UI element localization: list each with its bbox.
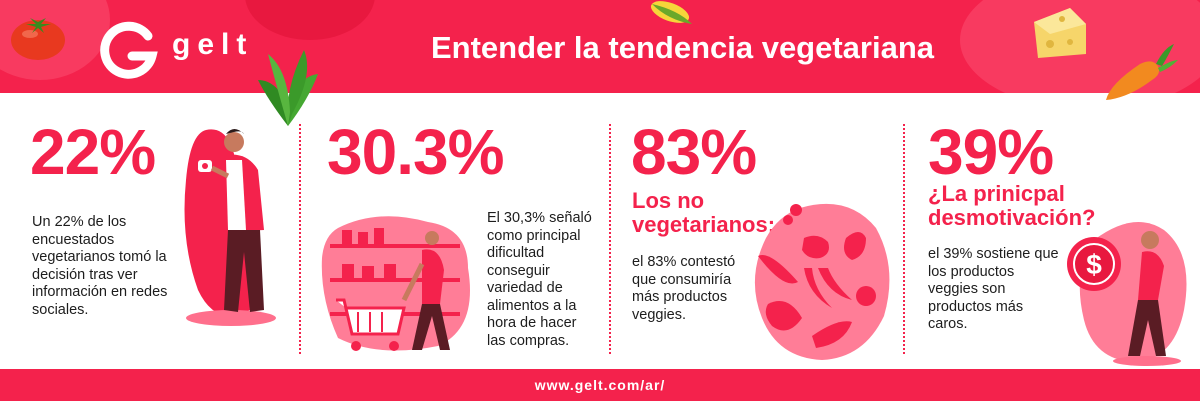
brand-name: gelt: [172, 28, 254, 61]
vegetables-illustration: [754, 203, 890, 360]
shopping-cart-illustration: [321, 216, 470, 351]
column-divider: [903, 124, 905, 354]
stat-value: 83%: [631, 116, 757, 188]
person-with-coin-illustration: $: [1067, 222, 1187, 366]
stat-value: 22%: [30, 116, 156, 188]
stat-value: 39%: [928, 116, 1054, 188]
stat-description: El 30,3% señaló como principal dificulta…: [487, 210, 592, 349]
stat-description: el 83% contestó que consumiría más produ…: [632, 254, 736, 323]
carrot-icon: [1106, 44, 1178, 100]
footer-link[interactable]: www.gelt.com/ar/: [534, 377, 666, 393]
header-banner: gelt Entender la tendencia vegetariana: [0, 0, 1200, 93]
gelt-logo-icon: [100, 21, 158, 79]
cheese-icon: [1034, 8, 1086, 58]
dollar-coin-icon: $: [1067, 237, 1121, 291]
stat-value: 30.3%: [327, 116, 504, 188]
spinach-icon: [258, 50, 318, 126]
page-title: Entender la tendencia vegetariana: [430, 30, 935, 65]
stat-subtitle: Los no vegetarianos:: [632, 188, 776, 237]
stat-description: el 39% sostiene que los productos veggie…: [928, 246, 1059, 332]
svg-text:$: $: [1086, 249, 1102, 280]
tomato-icon: [11, 18, 65, 60]
person-with-phone-illustration: [184, 129, 276, 326]
footer-bar: www.gelt.com/ar/: [0, 369, 1200, 401]
stat-description: Un 22% de los encuestados vegetarianos t…: [32, 214, 168, 318]
corn-icon: [650, 1, 692, 24]
column-divider: [609, 124, 611, 354]
stat-subtitle: ¿La prinicpal desmotivación?: [928, 181, 1096, 230]
column-divider: [299, 124, 301, 354]
